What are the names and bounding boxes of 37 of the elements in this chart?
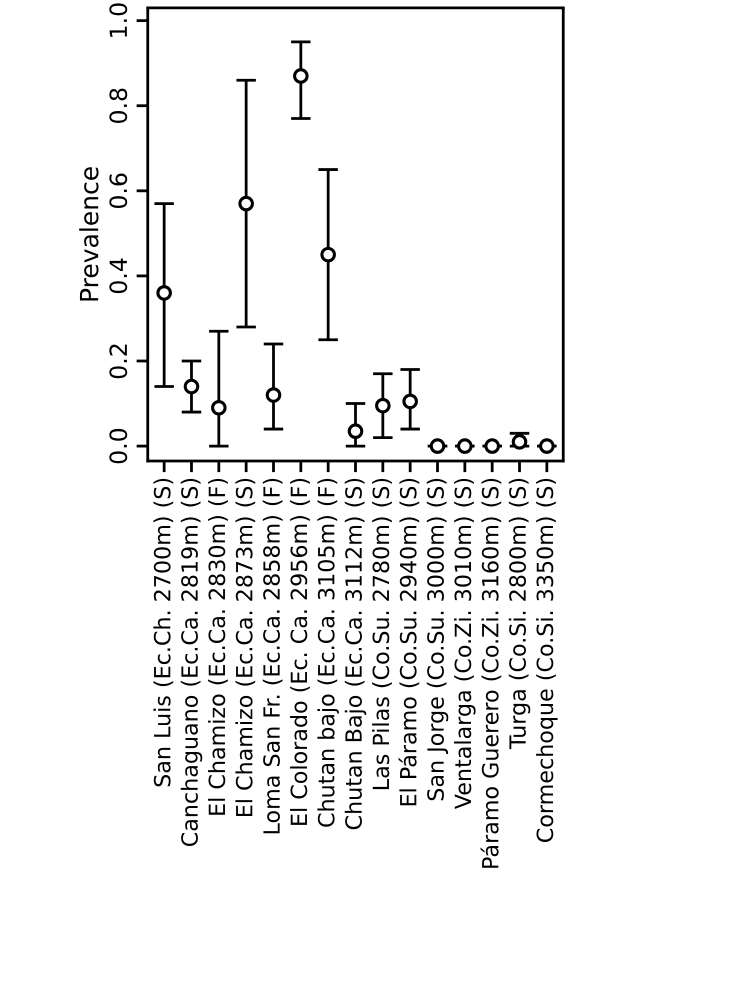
point	[484, 438, 500, 454]
y-tick-label: 0.2	[109, 344, 128, 378]
point	[156, 285, 172, 301]
x-tick-label: Las Pilas (Co.Su. 2780m) (S)	[372, 478, 392, 790]
y-tick-label: 0.6	[109, 174, 128, 208]
x-tick-label: El Páramo (Co.Su. 2940m) (S)	[398, 478, 420, 806]
x-tick-label: El Chamizo (Ec.Ca. 2830m) (F)	[208, 478, 228, 815]
x-tick-label: Ventalarga (Co.Zi. 3010m) (S)	[454, 478, 476, 810]
x-tick-label: El Chamizo (Ec.Ca. 2873m) (S)	[235, 478, 256, 816]
x-tick-label: San Jorge (Co.Su. 3000m) (S)	[426, 478, 448, 800]
point	[539, 438, 555, 454]
point	[375, 398, 391, 414]
point	[238, 196, 254, 212]
y-axis-title: Prevalence	[79, 167, 99, 301]
y-tick-label: 0.8	[109, 88, 128, 123]
point	[512, 434, 528, 450]
x-tick-label: El Colorado (Ec. Ca. 2956m) (F)	[290, 478, 310, 825]
point	[457, 438, 473, 454]
point	[184, 378, 200, 394]
x-tick-label: Chutan Bajo (Ec.Ca. 3112m) (S)	[344, 478, 366, 830]
x-tick-label: Turga (Co.Si. 2800m) (S)	[508, 478, 530, 750]
y-tick-label: 0.4	[109, 258, 128, 294]
x-tick-label: San Luis (Ec.Ch. 2700m) (S)	[153, 478, 174, 786]
point	[211, 400, 227, 416]
point	[320, 246, 336, 262]
point	[266, 387, 282, 403]
y-tick-label: 1.0	[109, 3, 128, 37]
x-tick-label: Cormechoque (Co.Si. 3350m) (S)	[536, 478, 558, 842]
x-tick-label: Canchaguano (Ec.Ca. 2819m) (S)	[180, 478, 202, 846]
point	[402, 394, 418, 410]
point	[293, 68, 309, 84]
x-tick-label: Páramo Guerero (Co.Zi. 3160m) (S)	[480, 478, 502, 868]
point	[430, 438, 446, 454]
x-tick-label: Loma San Fr. (Ec.Ca. 2858m) (F)	[262, 478, 283, 834]
y-tick-label: 0.0	[109, 428, 128, 464]
x-tick-label: Chutan bajo (Ec.Ca. 3105m) (F)	[317, 478, 339, 827]
point	[348, 423, 364, 439]
